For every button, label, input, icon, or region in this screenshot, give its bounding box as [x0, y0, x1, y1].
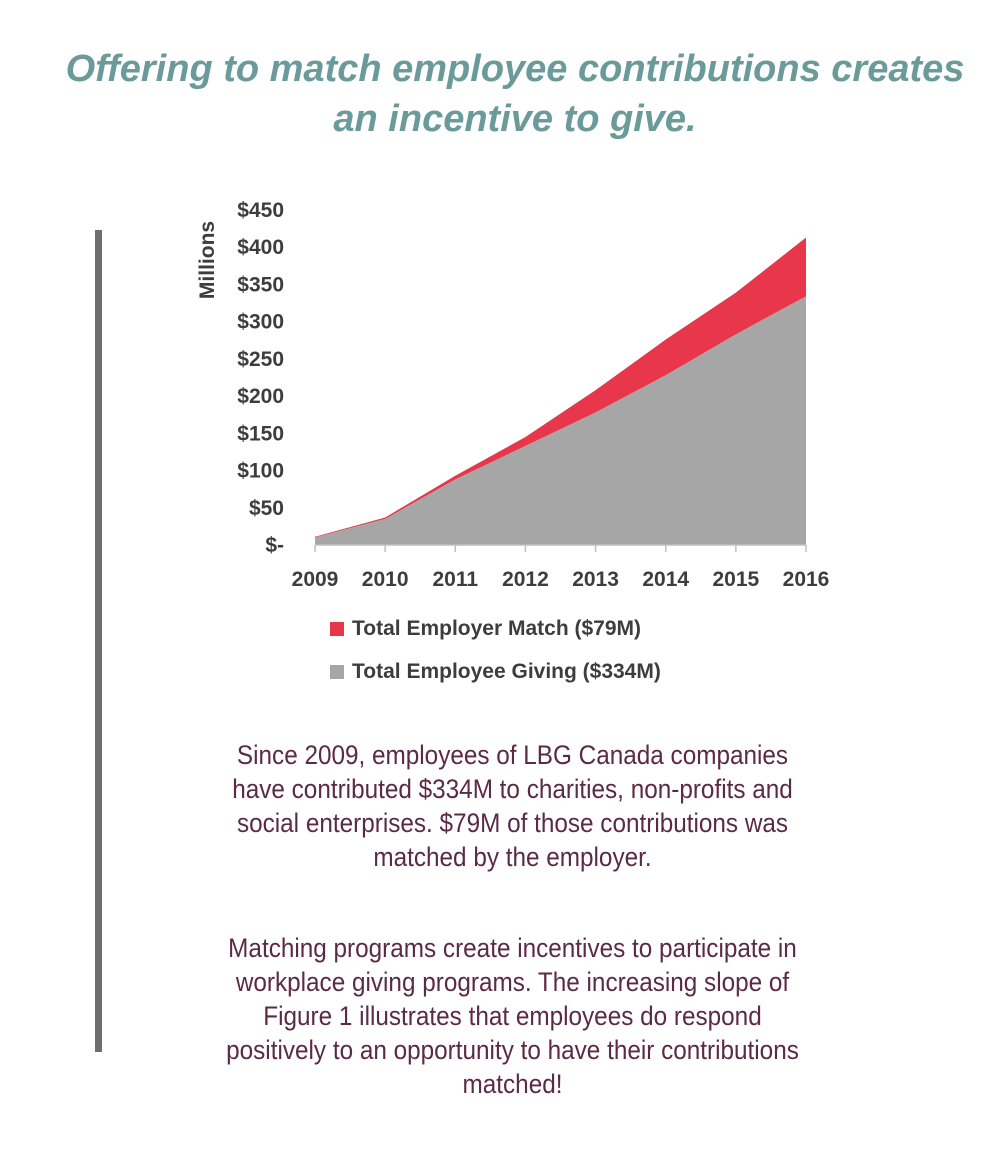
- chart-areas: [315, 237, 806, 545]
- legend-label-employer-match: Total Employer Match ($79M): [352, 617, 641, 640]
- chart-legend: Total Employer Match ($79M) Total Employ…: [330, 614, 661, 700]
- legend-label-employee-giving: Total Employee Giving ($334M): [352, 660, 661, 683]
- y-tick-label: $50: [249, 497, 284, 520]
- x-tick-label: 2014: [642, 568, 689, 591]
- side-rule-divider: [95, 230, 102, 1052]
- area-chart: $- $50 $100 $150 $200 $250 $300 $350 $400 $450 20…: [196, 199, 830, 591]
- headline: Offering to match employee contributions…: [40, 44, 990, 144]
- y-tick-label: $450: [237, 199, 284, 222]
- y-tick-label: $300: [237, 311, 284, 334]
- x-tick-label: 2013: [572, 568, 619, 591]
- y-tick-label: $100: [237, 460, 284, 483]
- x-tick-label: 2011: [433, 568, 479, 591]
- headline-line-2: an incentive to give.: [333, 98, 697, 140]
- y-tick-label: $400: [237, 236, 284, 259]
- x-tick-label: 2012: [502, 568, 549, 591]
- y-tick-label: $350: [237, 273, 284, 296]
- legend-item-employer-match: Total Employer Match ($79M): [330, 614, 661, 644]
- x-tick-label: 2016: [783, 568, 830, 591]
- legend-swatch-employer-match: [330, 622, 344, 636]
- paragraph-summary: Since 2009, employees of LBG Canada comp…: [232, 740, 793, 872]
- y-tick-label: $200: [237, 385, 284, 408]
- legend-item-employee-giving: Total Employee Giving ($334M): [330, 657, 661, 687]
- paragraph-matching-programs: Matching programs create incentives to p…: [226, 933, 799, 1099]
- area-employee-giving: [315, 296, 806, 545]
- x-tick-label: 2015: [712, 568, 759, 591]
- y-tick-label: $150: [237, 422, 284, 445]
- y-axis-title: Millions: [196, 221, 219, 299]
- x-tick-label: 2010: [362, 568, 409, 591]
- y-tick-label: $-: [265, 534, 284, 557]
- legend-swatch-employee-giving: [330, 665, 344, 679]
- y-tick-label: $250: [237, 348, 284, 371]
- x-tick-labels: 2009 2010 2011 2012 2013 2014 2015 2016: [292, 568, 830, 591]
- y-tick-labels: $- $50 $100 $150 $200 $250 $300 $350 $400 $450: [237, 199, 284, 557]
- headline-line-1: Offering to match employee contributions…: [65, 48, 965, 90]
- chart-axes: [314, 544, 807, 552]
- x-tick-label: 2009: [292, 568, 339, 591]
